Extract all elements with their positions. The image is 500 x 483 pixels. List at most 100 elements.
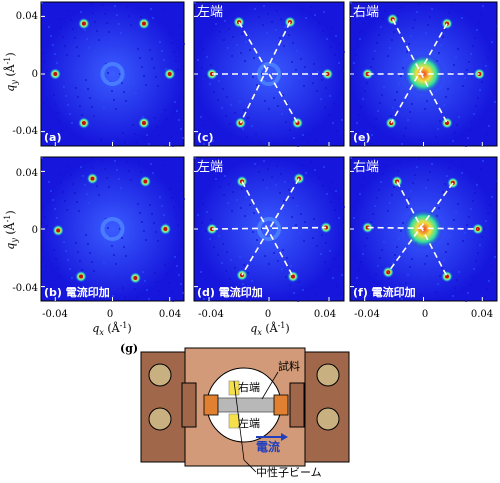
noise-speck: [101, 253, 103, 255]
noise-speck: [250, 144, 252, 146]
noise-speck: [492, 264, 494, 266]
noise-speck: [149, 204, 151, 206]
noise-speck: [302, 289, 304, 291]
noise-speck: [148, 143, 150, 145]
noise-speck: [389, 47, 391, 49]
noise-speck: [448, 167, 450, 169]
noise-speck: [414, 174, 416, 176]
noise-speck: [88, 47, 90, 49]
noise-speck: [366, 237, 368, 239]
noise-speck: [164, 264, 166, 266]
noise-speck: [85, 234, 87, 236]
noise-speck: [172, 300, 174, 302]
noise-speck: [372, 58, 374, 60]
noise-speck: [443, 104, 445, 106]
noise-speck: [173, 206, 175, 208]
noise-speck: [264, 255, 266, 257]
panel-background: [193, 156, 345, 302]
noise-speck: [224, 20, 226, 22]
right-end-label: 右端: [238, 380, 260, 394]
noise-speck: [116, 169, 118, 171]
noise-speck: [131, 74, 133, 76]
noise-speck: [474, 192, 476, 194]
noise-speck: [322, 185, 324, 187]
noise-speck: [321, 234, 323, 236]
left-end-label: 左端: [238, 417, 260, 430]
noise-speck: [411, 258, 413, 260]
noise-speck: [231, 210, 233, 212]
noise-speck: [362, 253, 364, 255]
noise-speck: [342, 70, 344, 72]
noise-speck: [98, 39, 100, 41]
guide-line: [239, 21, 291, 124]
noise-speck: [332, 122, 334, 124]
noise-speck: [231, 55, 233, 57]
noise-speck: [178, 119, 180, 121]
noise-speck: [136, 297, 138, 299]
noise-speck: [81, 269, 83, 271]
noise-speck: [372, 213, 374, 215]
noise-speck: [491, 196, 493, 198]
noise-speck: [108, 186, 110, 188]
noise-speck: [396, 246, 398, 248]
noise-speck: [251, 280, 253, 282]
noise-speck: [206, 211, 208, 213]
noise-speck: [404, 59, 406, 61]
noise-speck: [350, 157, 352, 159]
x-axis-label: qx (Å-1): [250, 321, 289, 337]
noise-speck: [172, 145, 174, 147]
noise-speck: [61, 285, 63, 287]
noise-speck: [388, 278, 390, 280]
noise-speck: [220, 12, 222, 14]
bragg-spot-core: [143, 179, 148, 184]
noise-speck: [313, 63, 315, 65]
noise-speck: [159, 41, 161, 43]
noise-speck: [487, 57, 489, 59]
noise-speck: [58, 173, 60, 175]
noise-speck: [373, 281, 375, 283]
noise-speck: [137, 203, 139, 205]
noise-speck: [148, 298, 150, 300]
noise-speck: [416, 166, 418, 168]
noise-speck: [96, 185, 98, 187]
noise-speck: [100, 294, 102, 296]
noise-speck: [81, 114, 83, 116]
noise-speck: [194, 157, 196, 159]
noise-speck: [379, 102, 381, 104]
noise-speck: [439, 120, 441, 122]
noise-speck: [219, 186, 221, 188]
noise-speck: [104, 13, 106, 15]
noise-speck: [80, 166, 82, 168]
noise-speck: [322, 30, 324, 32]
current-arrow-icon: [281, 433, 288, 441]
y-axis-label-top: qy (Å-1): [3, 52, 19, 91]
noise-speck: [429, 171, 431, 173]
noise-speck: [439, 275, 441, 277]
panel-label: (e): [353, 131, 371, 144]
noise-speck: [68, 165, 70, 167]
noise-speck: [468, 216, 470, 218]
noise-speck: [489, 49, 491, 51]
noise-speck: [135, 247, 137, 249]
noise-speck: [376, 197, 378, 199]
noise-speck: [371, 134, 373, 136]
noise-speck: [365, 169, 367, 171]
noise-speck: [314, 14, 316, 16]
noise-speck: [301, 9, 303, 11]
noise-speck: [443, 259, 445, 261]
noise-speck: [177, 69, 179, 71]
noise-speck: [242, 128, 244, 130]
noise-speck: [331, 27, 333, 29]
noise-speck: [140, 171, 142, 173]
noise-speck: [452, 140, 454, 142]
noise-speck: [115, 263, 117, 265]
noise-speck: [207, 162, 209, 164]
edge-label: 左端: [197, 5, 223, 20]
noise-speck: [466, 69, 468, 71]
noise-speck: [379, 257, 381, 259]
noise-speck: [377, 265, 379, 267]
noise-speck: [362, 98, 364, 100]
bragg-spot-core: [53, 72, 58, 76]
noise-speck: [407, 119, 409, 121]
noise-speck: [266, 32, 268, 34]
